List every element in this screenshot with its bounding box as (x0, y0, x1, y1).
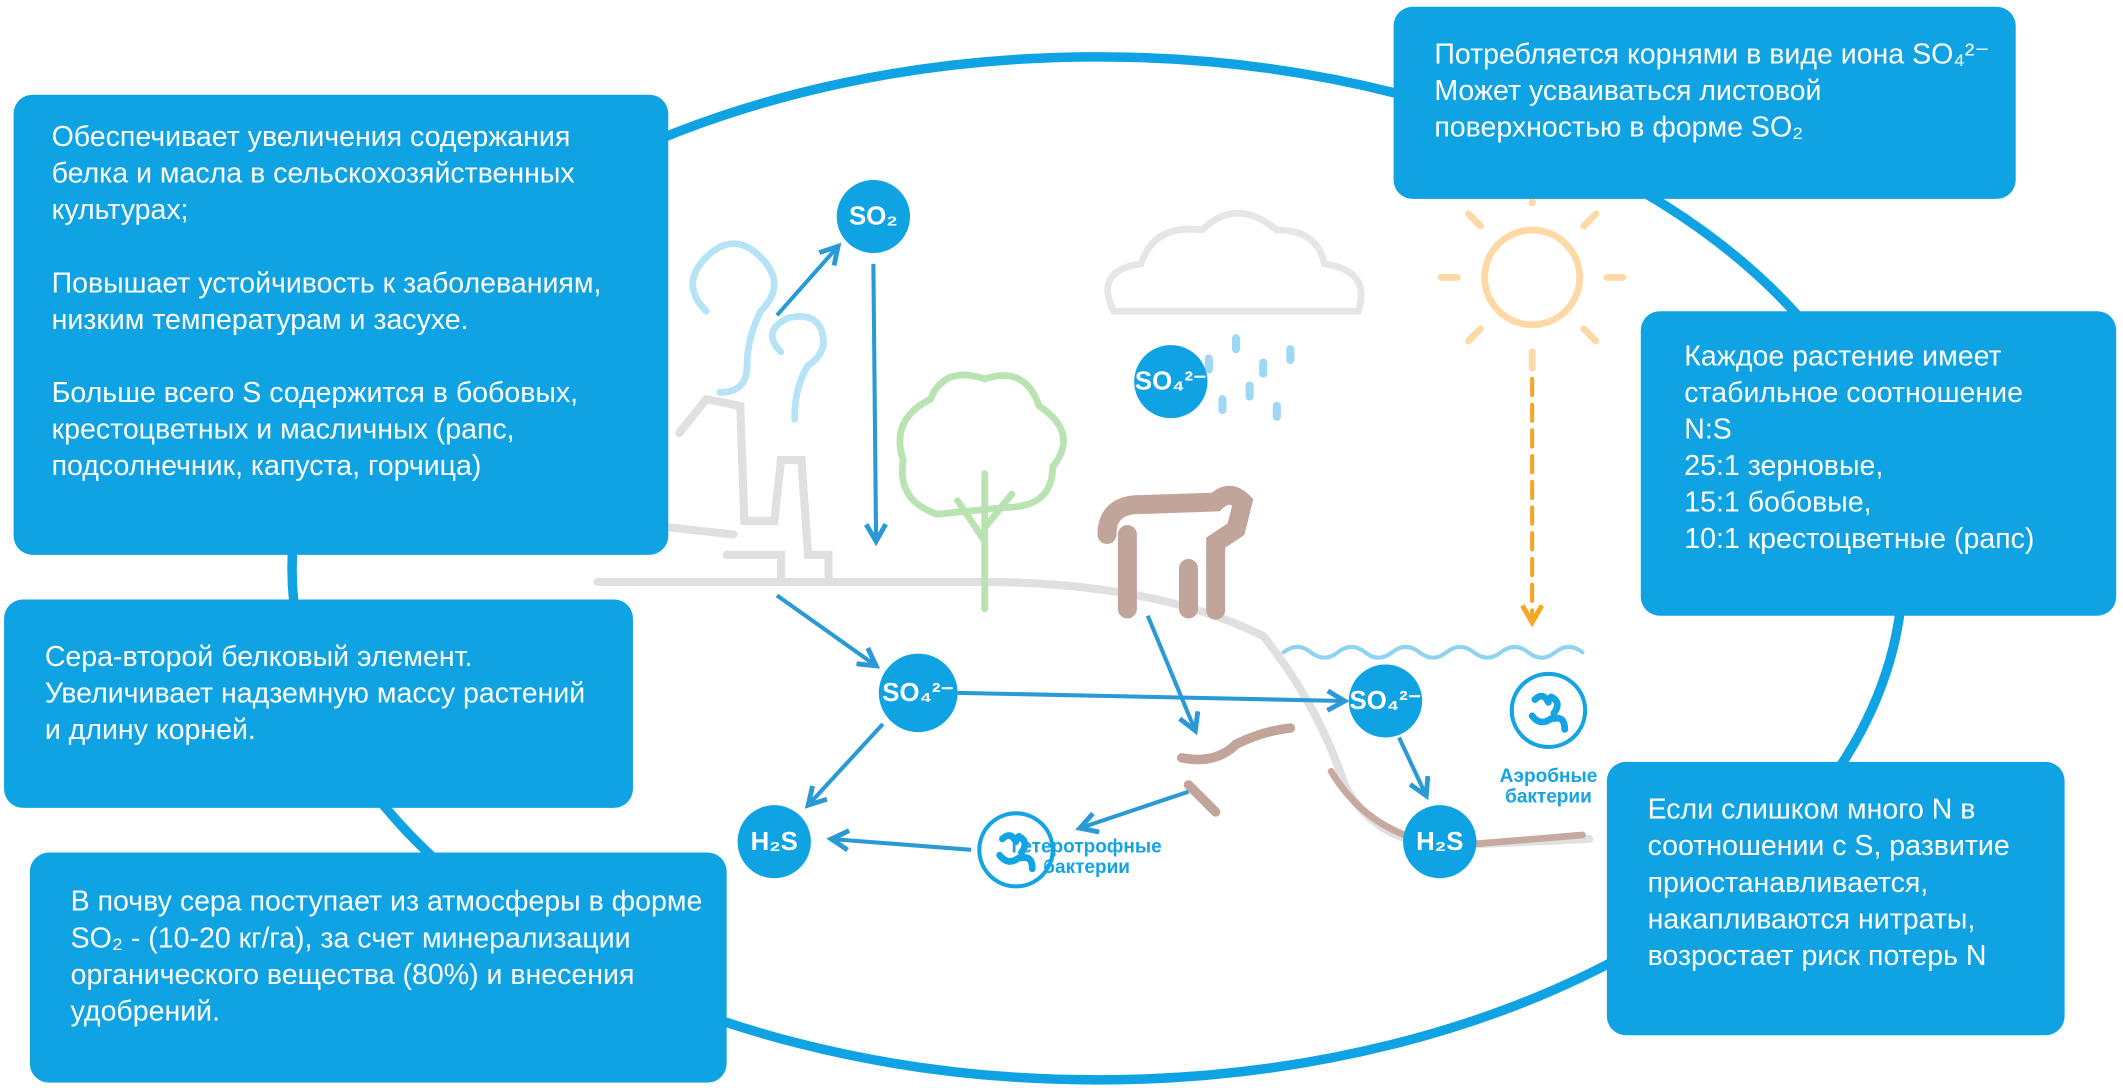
box-text: крестоцветных и масличных (рапс, (52, 413, 515, 445)
box-text: белка и масла в сельскохозяйственных (52, 158, 575, 190)
box-text: возростает риск потерь N (1648, 940, 1987, 972)
box-text: Может усваиваться листовой (1434, 75, 1821, 107)
compound-node: H₂S (1403, 805, 1476, 878)
box-text: Больше всего S содержится в бобовых, (52, 377, 578, 409)
bacteria-label: бактерии (1505, 786, 1592, 807)
compound-node: SO₂ (837, 180, 910, 253)
box-text: 25:1 зерновые, (1684, 450, 1883, 482)
box-text: 15:1 бобовые, (1684, 487, 1871, 519)
illustration (598, 187, 1624, 846)
box-text: приостанавливается, (1648, 867, 1929, 899)
box-text: 10:1 крестоцветные (рапс) (1684, 523, 2034, 555)
arrows (777, 246, 1426, 850)
bacteria-label: Аэробные (1500, 766, 1598, 787)
box-text: Каждое растение имеет (1684, 340, 2001, 372)
compound-node: SO₄²⁻ (1134, 345, 1207, 418)
box-text: органического вещества (80%) и внесения (71, 959, 635, 991)
bacteria-label: Гетеротрофные (1012, 837, 1162, 858)
box-text: Если слишком много N в (1648, 794, 1976, 826)
box-text: низким температурам и засухе. (52, 304, 469, 336)
box-text: стабильное соотношение (1684, 377, 2023, 409)
compound-node: SO₄²⁻ (1349, 664, 1422, 737)
box-text: Повышает устойчивость к заболеваниям, (52, 267, 602, 299)
box-text: Сера-второй белковый элемент. (45, 641, 473, 673)
node-label: SO₄²⁻ (1350, 687, 1422, 715)
bacteria-ring (1512, 674, 1585, 747)
node-label: SO₄²⁻ (882, 679, 954, 707)
box-text: подсолнечник, капуста, горчица) (52, 450, 482, 482)
bacteria-label: бактерии (1043, 857, 1130, 878)
box-text: SO₂ - (10-20 кг/га), за счет минерализац… (71, 922, 631, 954)
box-text: Потребляется корнями в виде иона SO₄²⁻ (1434, 39, 1989, 71)
compound-node: H₂S (738, 805, 811, 878)
info-box: Если слишком много N в соотношении с S, р… (1607, 762, 2065, 1035)
box-text: Обеспечивает увеличения содержания (52, 121, 571, 153)
node-label: H₂S (751, 828, 798, 856)
box-text: поверхностью в форме SO₂ (1434, 112, 1803, 144)
box-text: удобрений. (71, 995, 220, 1027)
info-box: В почву сера поступает из атмосферы в фо… (30, 853, 727, 1083)
info-box: Каждое растение имеет стабильное соотноше… (1641, 311, 2116, 615)
info-box: Потребляется корнями в виде иона SO₄²⁻ Мо… (1394, 7, 2016, 199)
compound-node: SO₄²⁻ (879, 654, 958, 732)
node-label: H₂S (1416, 828, 1463, 856)
box-text: В почву сера поступает из атмосферы в фо… (71, 886, 703, 918)
node-label: SO₄²⁻ (1135, 368, 1207, 396)
box-text: культурах; (52, 194, 189, 226)
diagram: Обеспечивает увеличения содержания белка … (0, 0, 2123, 1088)
info-box: Сера-второй белковый элемент. Увеличивает… (4, 599, 633, 807)
node-label: SO₂ (849, 203, 898, 231)
box-text: соотношении с S, развитие (1648, 830, 2010, 862)
box-text: N:S (1684, 413, 1732, 445)
box-text: и длину корней. (45, 714, 256, 746)
box-text: накапливаются нитраты, (1648, 903, 1976, 935)
info-box: Обеспечивает увеличения содержания белка … (14, 95, 669, 555)
box-text: Увеличивает надземную массу растений (45, 677, 585, 709)
